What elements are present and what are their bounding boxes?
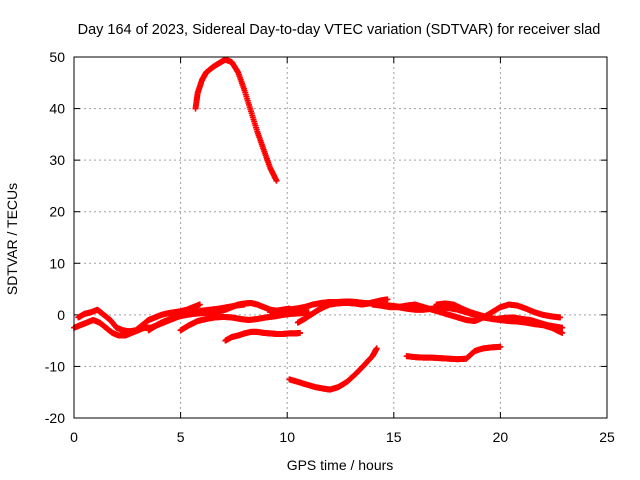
series-arc-i [395,301,564,325]
y-tick-label: 40 [49,101,65,117]
series-arc-k [286,345,380,393]
x-tick-label: 15 [386,429,402,445]
x-axis-label: GPS time / hours [287,457,394,473]
series-arc-b [75,301,203,335]
data-point-marker [373,345,380,352]
data-point-marker [384,296,391,303]
x-tick-label: 20 [493,429,509,445]
x-tick-label: 25 [599,429,615,445]
chart-title: Day 164 of 2023, Sidereal Day-to-day VTE… [78,22,601,38]
y-tick-label: -10 [45,358,65,374]
plot-frame [73,56,608,419]
series-arc-high [192,56,280,184]
data-point-marker [557,314,564,321]
y-tick-label: -20 [45,410,65,426]
x-tick-labels: 0 5 10 15 20 25 [70,429,615,445]
y-tick-labels: -20 -10 0 10 20 30 40 50 [45,49,65,426]
series-arc-j [433,300,566,331]
data-point-marker [497,343,504,350]
data-point-marker [559,329,566,336]
y-axis-label: SDTVAR / TECUs [4,183,20,295]
y-tick-label: 50 [49,49,65,65]
x-tick-label: 10 [279,429,295,445]
data-point-marker [296,329,303,336]
series-arc-e [222,328,303,344]
data-point-marker [196,301,203,308]
data-point-marker [559,324,566,331]
y-tick-label: 0 [57,307,65,323]
y-tick-label: 10 [49,255,65,271]
data-points [71,56,566,393]
x-tick-label: 5 [177,429,185,445]
x-tick-label: 0 [70,429,78,445]
y-tick-label: 30 [49,152,65,168]
grid-lines [73,56,608,419]
series-arc-l [403,343,504,363]
series-arc-g [294,296,391,326]
series-arc-d [177,309,312,334]
y-tick-label: 20 [49,204,65,220]
data-point-marker [273,177,280,184]
